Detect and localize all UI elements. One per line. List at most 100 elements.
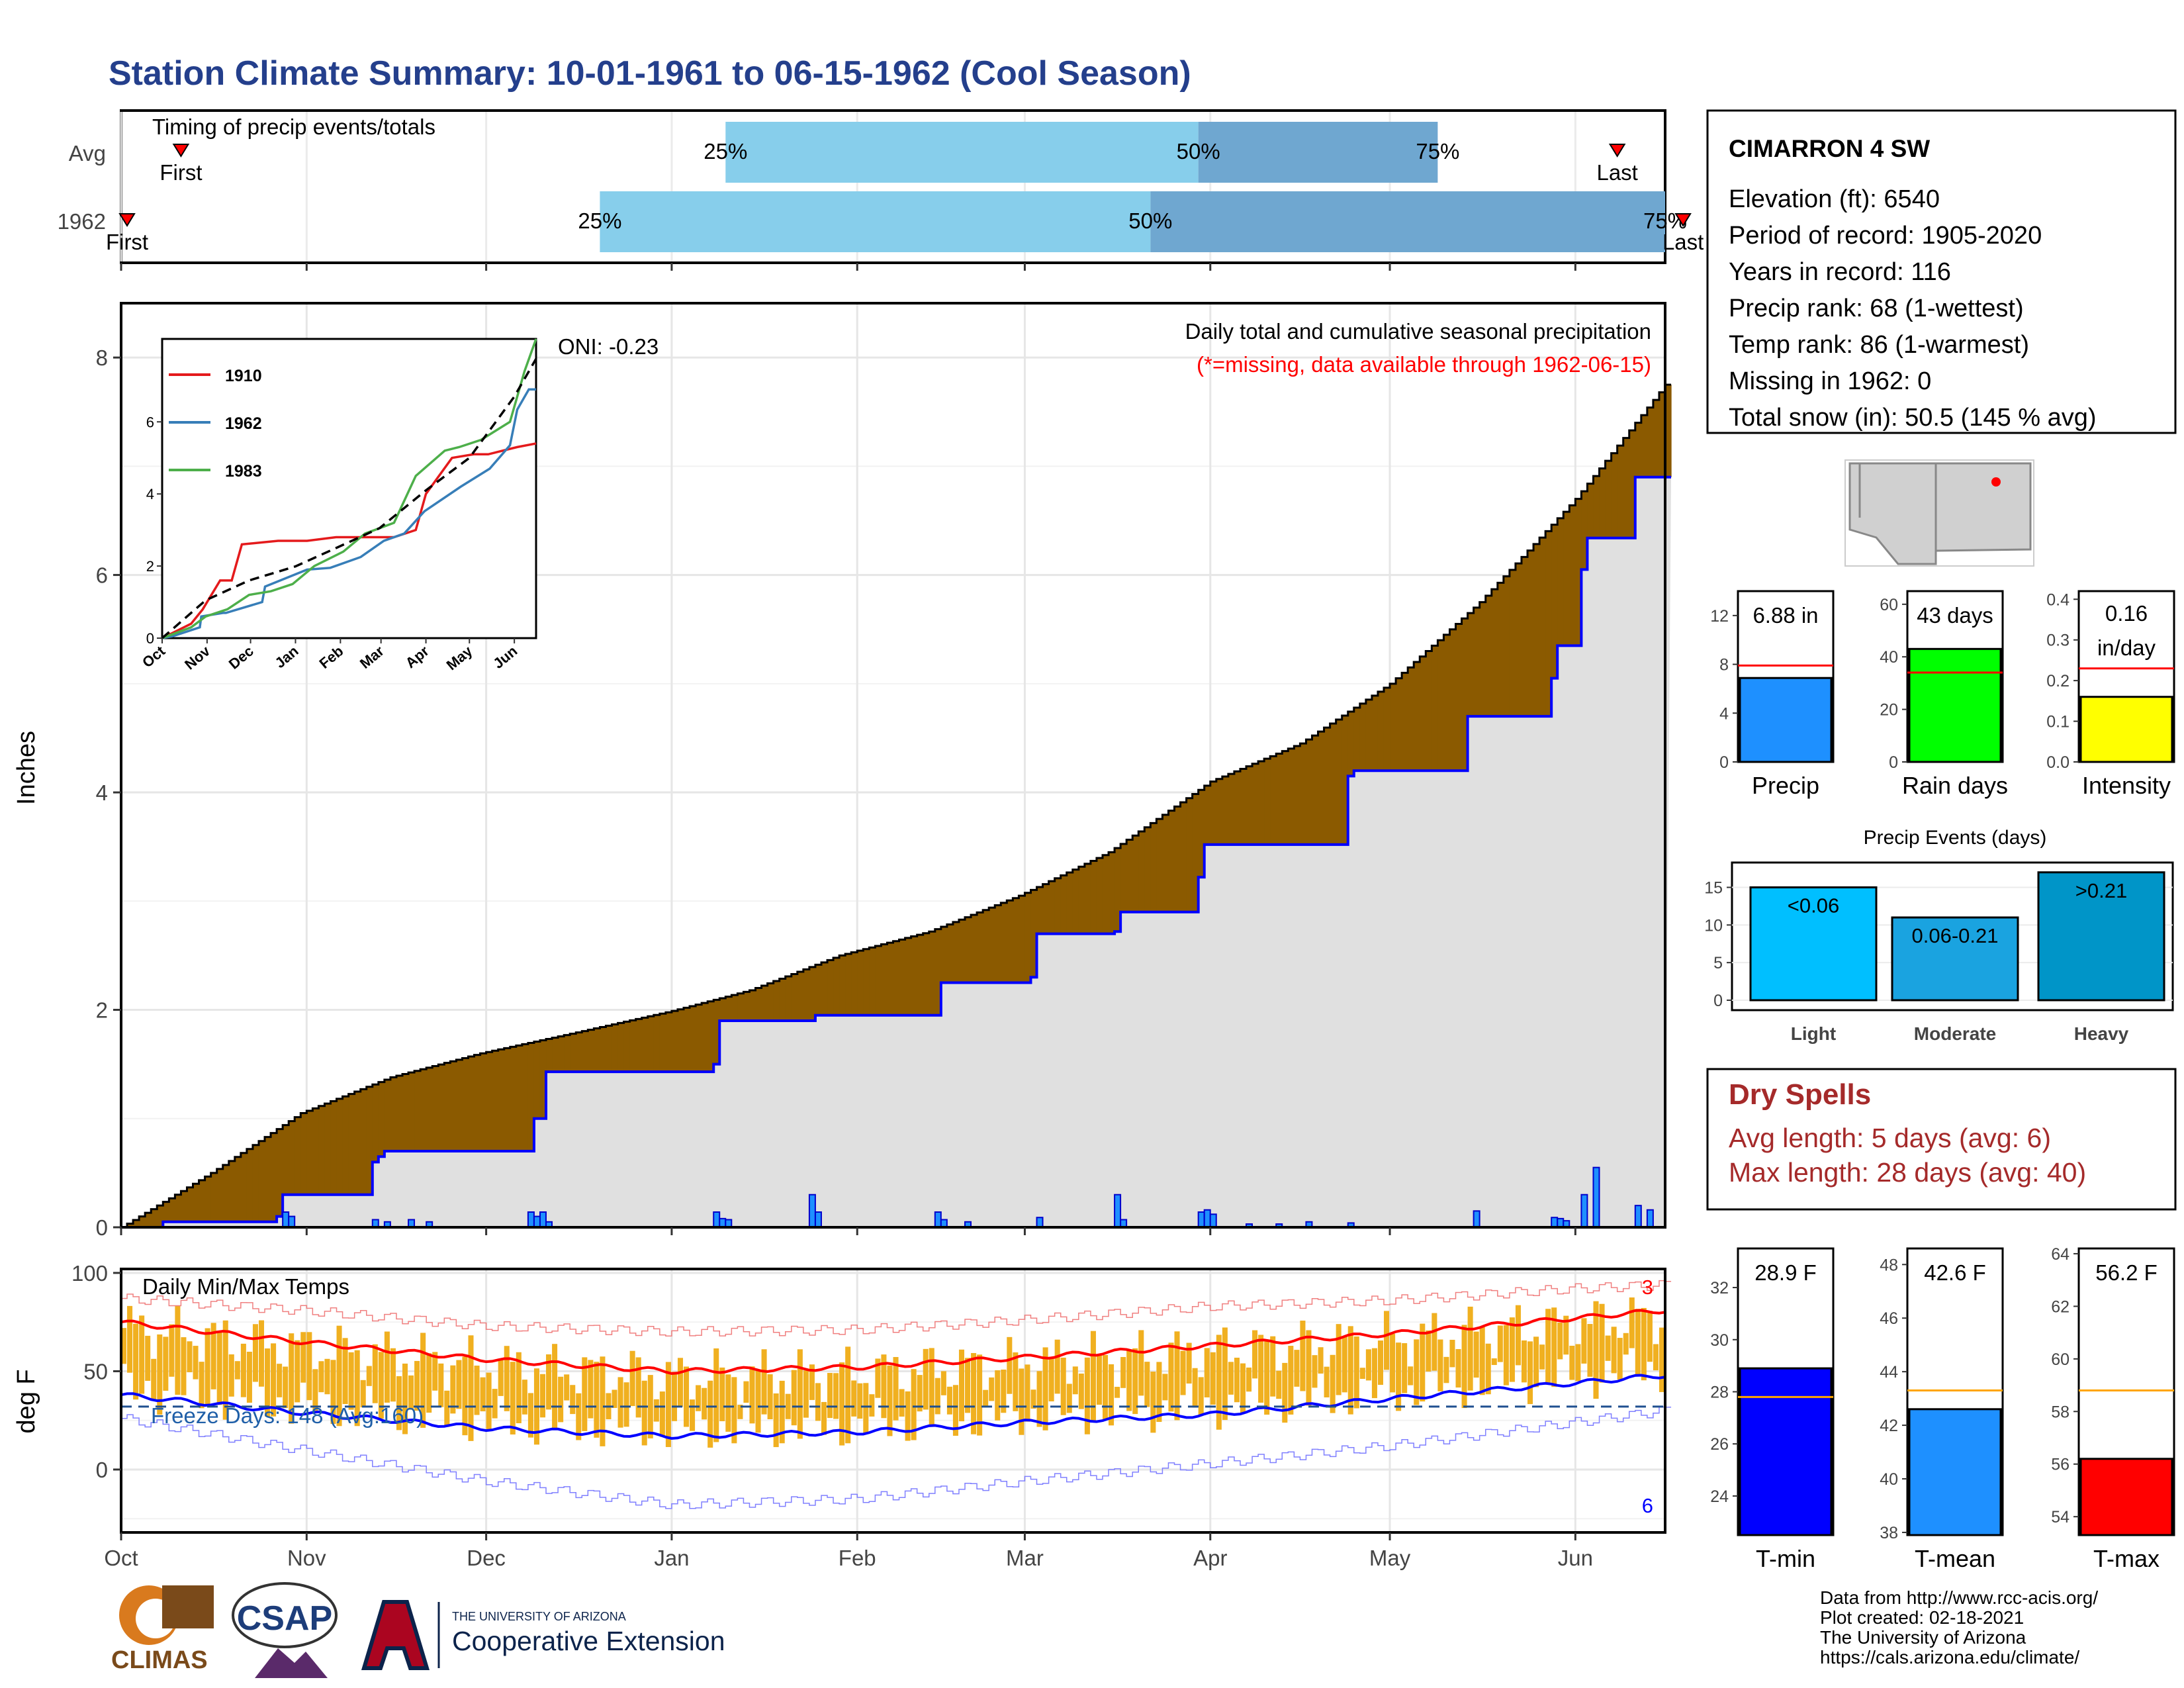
deficit-area [504,1048,511,1152]
freeze-days: Freeze Days: 148 (Avg:160) [151,1403,424,1428]
deficit-area [306,1110,313,1195]
month-tick-label: Jun [1558,1546,1593,1570]
deficit-area [1497,583,1504,717]
deficit-area [1294,745,1300,845]
deficit-area [222,1164,230,1222]
dry-spells-panel: Dry Spells Avg length: 5 days (avg: 6) M… [1706,1068,2177,1211]
daily-temp-bar [647,1375,653,1438]
daily-temp-bar [929,1348,934,1427]
deficit-area [958,919,966,983]
station-precip-rank: Precip rank: 68 (1-wettest) [1729,295,2024,322]
daily-temp-bar [474,1365,480,1415]
daily-temp-bar [1599,1303,1605,1383]
tmean-y-tick-label: 40 [1880,1470,1898,1489]
intensity-label: Intensity [2082,772,2171,799]
daily-temp-bar [899,1389,905,1417]
precip-y-tick-label: 8 [1719,656,1729,675]
daily-temp-bar [438,1363,444,1407]
daily-temp-bar [366,1366,372,1386]
deficit-area [1048,881,1056,934]
daily-temp-bar [1629,1297,1635,1348]
inset-average-line [161,358,537,639]
daily-temp-bar [1443,1356,1449,1383]
precip-events-title: Precip Events (days) [1864,827,2047,849]
daily-temp-bar [432,1352,438,1391]
deficit-area [665,1012,672,1072]
daily-temp-bar [893,1357,899,1421]
tmin-value: 28.9 F [1754,1260,1817,1285]
deficit-area [779,978,786,1021]
daily-temp-bar [821,1401,827,1435]
daily-temp-bar [1120,1357,1126,1388]
daily-temp-bar [719,1367,725,1421]
deficit-area [1653,400,1660,477]
deficit-area [1371,695,1379,771]
timing-pct-50: 50% [1128,209,1172,233]
deficit-area [516,1045,523,1152]
events-bar-moderate [1891,916,2019,1002]
deficit-area [940,927,948,983]
deficit-area [1365,699,1373,771]
daily-temp-bar [216,1331,222,1405]
deficit-area [857,951,864,1015]
ua-logo-a-mark [361,1600,430,1670]
deficit-area [905,937,912,1015]
deficit-area [210,1172,218,1222]
precip-y-tick-label: 8 [96,346,108,370]
deficit-area [1581,491,1588,570]
temp-y-tick-label: 0 [96,1458,108,1482]
tmax-y-tick-label: 58 [2051,1403,2070,1421]
deficit-area [1066,872,1073,934]
deficit-area [785,976,792,1021]
daily-temp-bar [1312,1355,1318,1388]
timing-panel-title: Timing of precip events/totals [152,115,435,139]
deficit-area [486,1052,493,1152]
deficit-area [1342,715,1349,845]
deficit-area [312,1108,320,1195]
precip-bar [1739,677,1833,763]
deficit-area [1551,524,1558,679]
year-cumulative-area [121,477,1672,1227]
deficit-area [510,1047,517,1152]
raindays-y-tick-label: 0 [1889,753,1898,772]
deficit-area [1545,531,1552,717]
intensity-y-tick-label: 0.0 [2046,753,2070,772]
daily-temp-bar [1551,1307,1557,1387]
deficit-area [1557,518,1564,646]
daily-temp-bar [450,1365,456,1414]
daily-temp-bar [1036,1371,1042,1427]
precip-label: Precip [1752,772,1819,799]
deficit-area [1461,618,1469,771]
daily-temp-bar [665,1362,671,1448]
deficit-area [1408,667,1414,771]
daily-temp-bar [1359,1368,1365,1380]
daily-temp-bar [300,1332,306,1383]
deficit-area [1234,771,1241,845]
daily-temp-bar [342,1338,348,1405]
daily-temp-bar [558,1376,564,1423]
daily-temp-bar [1246,1367,1252,1392]
deficit-area [289,1121,295,1195]
deficit-area [773,980,780,1021]
tmax-y-tick-label: 64 [2051,1245,2070,1264]
deficit-area [324,1103,332,1195]
deficit-area [1282,751,1289,845]
deficit-area [1264,759,1271,845]
deficit-area [426,1067,433,1152]
deficit-area [1455,624,1463,771]
deficit-area [1036,886,1044,934]
daily-temp-bar [857,1383,863,1419]
deficit-area [1533,543,1540,717]
daily-temp-bar [1013,1352,1019,1411]
daily-temp-bar [468,1335,474,1441]
daily-temp-bar [510,1362,516,1435]
deficit-area [1390,683,1396,771]
last-event-marker [1674,213,1692,227]
events-bar-label: Heavy [2074,1023,2129,1044]
deficit-area [456,1059,463,1152]
events-y-tick-label: 10 [1704,916,1723,935]
deficit-area [1156,819,1163,912]
daily-temp-bar [354,1350,360,1427]
daily-temp-bar [169,1324,175,1377]
